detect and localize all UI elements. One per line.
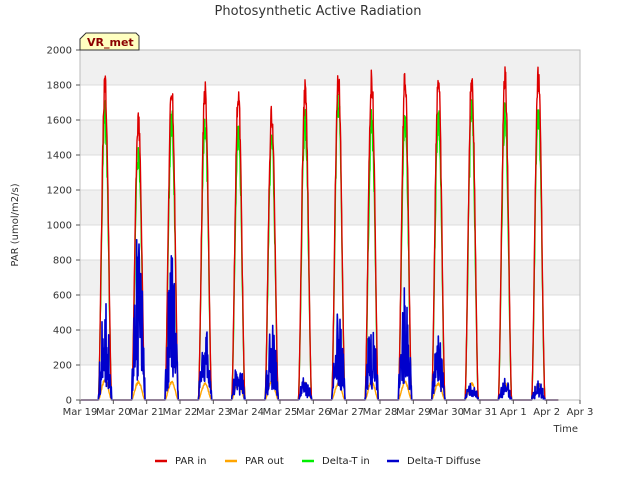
legend-label: PAR out [245, 456, 284, 467]
legend-label: Delta-T Diffuse [407, 456, 481, 467]
y-tick-label: 400 [53, 326, 72, 337]
x-tick-label: Mar 30 [429, 407, 464, 418]
x-tick-label: Mar 25 [263, 407, 298, 418]
x-tick-label: Mar 23 [196, 407, 231, 418]
plot-band [80, 330, 580, 365]
plot-band [80, 50, 580, 85]
x-tick-label: Mar 31 [463, 407, 498, 418]
x-tick-label: Mar 29 [396, 407, 431, 418]
plot-band [80, 225, 580, 260]
y-tick-label: 0 [66, 396, 72, 407]
y-axis-ticks: 0 200 400 600 800 1000 1200 1400 1600 1800 2000 [47, 46, 80, 407]
legend-label: Delta-T in [322, 456, 370, 467]
plot-band [80, 295, 580, 330]
x-tick-label: Mar 27 [329, 407, 364, 418]
x-tick-label: Mar 26 [296, 407, 331, 418]
y-tick-label: 800 [53, 256, 72, 267]
x-tick-label: Apr 1 [500, 407, 527, 418]
chart-title: Photosynthetic Active Radiation [215, 4, 422, 19]
station-badge-box [79, 32, 140, 51]
legend-label: PAR in [175, 456, 206, 467]
plot-band [80, 190, 580, 225]
x-tick-label: Apr 3 [567, 407, 594, 418]
y-tick-label: 600 [53, 291, 72, 302]
x-tick-label: Mar 21 [129, 407, 164, 418]
x-tick-label: Mar 19 [63, 407, 98, 418]
y-axis-label: PAR (umol/m2/s) [10, 183, 21, 266]
plot-band [80, 120, 580, 155]
plot-band [80, 365, 580, 400]
x-tick-label: Mar 28 [363, 407, 398, 418]
plot-band [80, 85, 580, 120]
x-axis-label: Time [553, 424, 578, 435]
y-tick-label: 1600 [47, 116, 72, 127]
x-tick-label: Mar 24 [229, 407, 264, 418]
station-badge-label: VR_met [87, 36, 134, 49]
plot-bands [80, 50, 580, 400]
y-tick-label: 200 [53, 361, 72, 372]
x-tick-label: Mar 20 [96, 407, 131, 418]
plot-band [80, 260, 580, 295]
plot-band [80, 155, 580, 190]
y-tick-label: 1200 [47, 186, 72, 197]
y-tick-label: 1000 [47, 221, 72, 232]
x-tick-label: Mar 22 [163, 407, 198, 418]
station-badge: VR_met [79, 32, 140, 51]
legend: PAR in PAR out Delta-T in Delta-T Diffuse [155, 456, 481, 467]
y-tick-label: 2000 [47, 46, 72, 57]
x-tick-label: Apr 2 [533, 407, 560, 418]
y-tick-label: 1800 [47, 81, 72, 92]
y-tick-label: 1400 [47, 151, 72, 162]
